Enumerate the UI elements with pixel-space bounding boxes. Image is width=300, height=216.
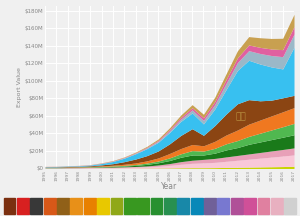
Text: 金属: 金属 bbox=[235, 113, 246, 121]
Y-axis label: Export Value: Export Value bbox=[17, 68, 22, 107]
X-axis label: Year: Year bbox=[161, 182, 178, 191]
Text: 机: 机 bbox=[251, 89, 258, 99]
